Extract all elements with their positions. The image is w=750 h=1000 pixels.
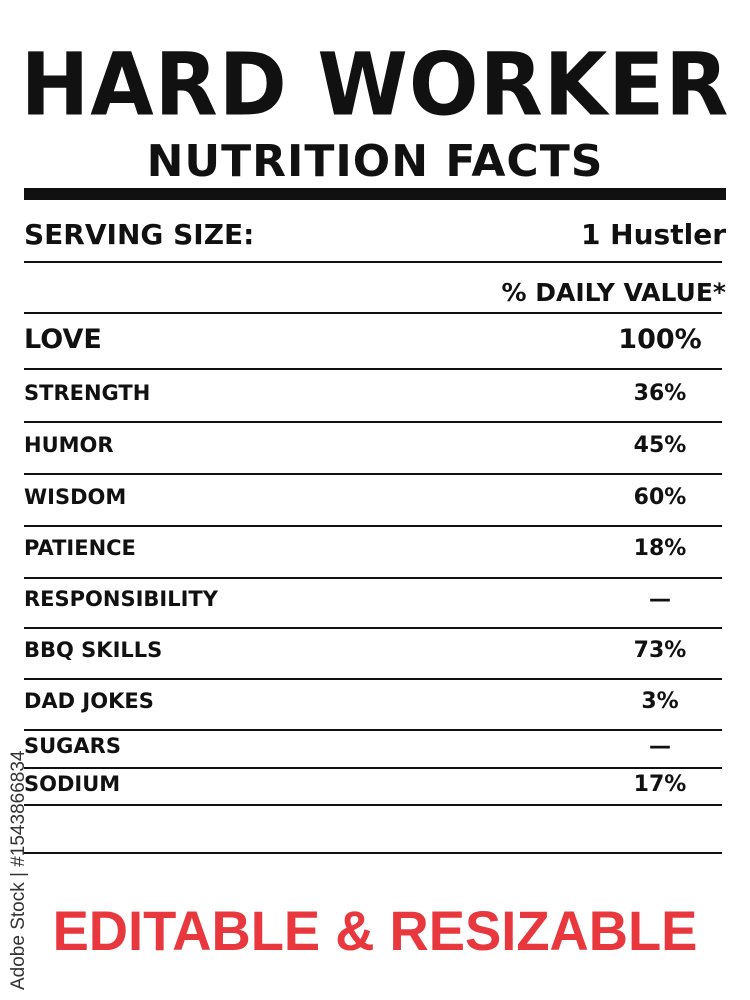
divider — [24, 525, 722, 527]
divider — [24, 577, 722, 579]
nutrient-label: BBQ SKILLS — [24, 638, 163, 663]
daily-value-header: % DAILY VALUE* — [501, 278, 727, 307]
divider — [24, 804, 722, 806]
nutrient-value: 45% — [633, 433, 687, 459]
nutrient-value: 17% — [633, 772, 687, 798]
label-title: HARD WORKER — [20, 35, 730, 136]
nutrient-label: SUGARS — [24, 734, 121, 759]
footer-text: EDITABLE & RESIZABLE — [52, 899, 698, 962]
label-subtitle: NUTRITION FACTS — [146, 136, 604, 187]
divider — [24, 627, 722, 629]
nutrient-value: 60% — [633, 485, 687, 511]
watermark: Adobe Stock | #1543866834 — [8, 750, 29, 990]
nutrient-value: 36% — [633, 381, 687, 407]
divider — [24, 767, 722, 769]
divider — [24, 678, 722, 680]
nutrient-value: 18% — [633, 536, 687, 562]
nutrient-label: DAD JOKES — [24, 689, 154, 714]
nutrient-value: — — [649, 734, 671, 760]
nutrient-label: SODIUM — [24, 772, 121, 797]
serving-size-label: SERVING SIZE: — [24, 218, 255, 251]
divider — [24, 473, 722, 475]
nutrient-label: STRENGTH — [24, 381, 151, 406]
nutrient-value: 73% — [633, 638, 687, 664]
divider — [24, 852, 722, 854]
nutrient-label: HUMOR — [24, 433, 114, 458]
nutrient-value: 3% — [641, 689, 679, 715]
nutrient-value: — — [649, 587, 671, 613]
divider — [24, 261, 722, 263]
nutrient-label: PATIENCE — [24, 536, 136, 561]
nutrient-value: 100% — [618, 324, 702, 356]
nutrient-label: RESPONSIBILITY — [24, 587, 218, 612]
divider — [24, 312, 722, 314]
divider — [24, 729, 722, 731]
divider — [24, 368, 722, 370]
nutrient-label: WISDOM — [24, 485, 127, 510]
nutrient-label: LOVE — [24, 324, 102, 356]
serving-size-value: 1 Hustler — [580, 218, 726, 251]
thick-divider — [24, 188, 726, 200]
divider — [24, 421, 722, 423]
